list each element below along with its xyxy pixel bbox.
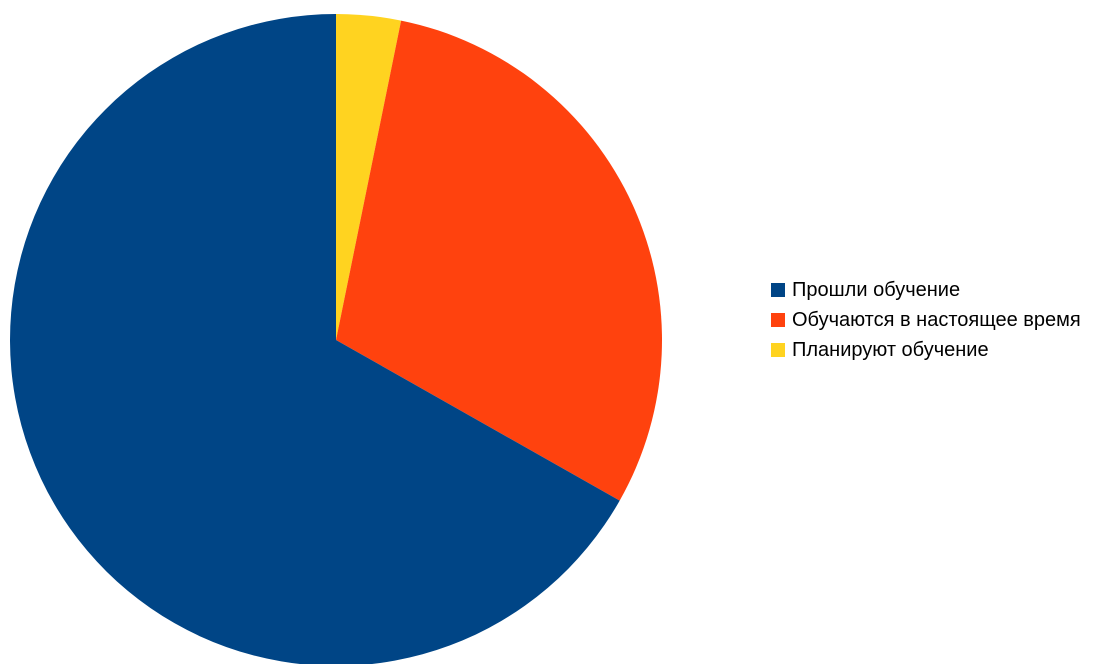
pie-slice-2 bbox=[10, 14, 620, 664]
pie-slice-0 bbox=[336, 14, 402, 340]
legend-item: Обучаются в настоящее время bbox=[771, 308, 1098, 332]
legend-swatch bbox=[771, 313, 785, 327]
legend-swatch bbox=[771, 343, 785, 357]
pie-slice-1 bbox=[336, 20, 662, 501]
legend-item: Планируют обучение bbox=[771, 338, 1098, 362]
chart-legend: Прошли обучение Обучаются в настоящее вре… bbox=[771, 278, 1098, 368]
legend-item: Прошли обучение bbox=[771, 278, 1098, 302]
legend-swatch bbox=[771, 283, 785, 297]
legend-label: Планируют обучение bbox=[792, 339, 989, 361]
legend-label: Прошли обучение bbox=[792, 279, 961, 301]
legend-label: Обучаются в настоящее время bbox=[792, 309, 1081, 331]
